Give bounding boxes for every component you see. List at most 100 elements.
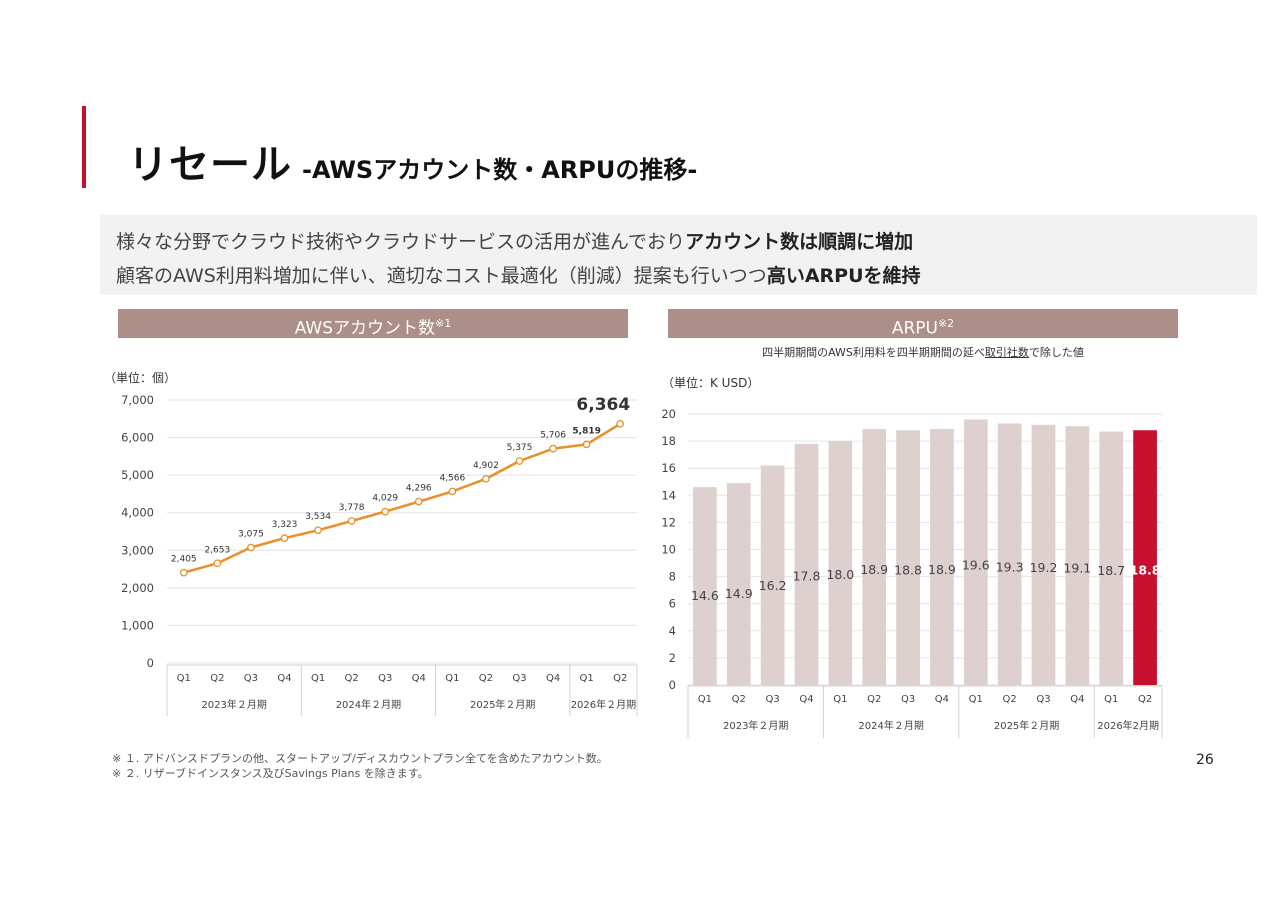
arpu-note-text-2: で除した値 xyxy=(1028,346,1084,359)
arpu-x-tick: Q4 xyxy=(935,694,949,705)
accounts-data-point xyxy=(482,474,490,483)
arpu-data-label: 18.8 xyxy=(1130,562,1161,577)
arpu-x-tick: Q3 xyxy=(901,694,915,705)
arpu-bar xyxy=(1065,426,1090,685)
arpu-bar xyxy=(794,443,819,685)
arpu-y-tick: 0 xyxy=(669,678,676,692)
arpu-bar xyxy=(693,487,717,685)
arpu-x-tick: Q2 xyxy=(732,694,746,705)
arpu-bar xyxy=(930,428,954,685)
accounts-data-point xyxy=(616,420,625,428)
arpu-x-tick: Q4 xyxy=(799,694,813,705)
accounts-y-tick: 4,000 xyxy=(121,506,154,520)
arpu-y-tick: 10 xyxy=(661,543,676,557)
arpu-bar xyxy=(963,419,988,685)
accounts-data-label: 4,902 xyxy=(473,461,499,471)
arpu-bar xyxy=(997,423,1022,685)
accounts-x-tick: Q3 xyxy=(512,673,526,684)
summary-box: 様々な分野でクラウド技術やクラウドサービスの活用が進んでおりアカウント数は順調に… xyxy=(100,215,1257,295)
accounts-x-tick: Q2 xyxy=(613,673,627,684)
arpu-data-label: 18.7 xyxy=(1097,563,1125,578)
summary-line-1-emphasis: アカウント数は順調に増加 xyxy=(685,231,914,253)
accounts-data-point xyxy=(247,543,255,552)
accounts-line-chart: 0 1,000 2,000 3,000 4,000 5,000 6,000 7,000 Q1 Q2… xyxy=(121,393,638,716)
arpu-data-label: 19.2 xyxy=(1030,560,1058,575)
arpu-x-tick: Q3 xyxy=(1036,694,1050,705)
accounts-data-label: 6,364 xyxy=(576,395,630,415)
arpu-y-tick: 14 xyxy=(661,488,676,502)
accounts-data-label: 3,534 xyxy=(305,512,331,522)
accounts-data-label: 2,653 xyxy=(204,545,230,555)
page-number: 26 xyxy=(1196,752,1214,768)
accounts-x-tick: Q4 xyxy=(277,673,291,684)
arpu-x-group-label: 2023年２月期 xyxy=(723,719,788,732)
accounts-x-tick: Q3 xyxy=(378,673,392,684)
arpu-data-label: 18.8 xyxy=(894,562,922,577)
accounts-data-label: 2,405 xyxy=(171,555,197,565)
arpu-y-tick: 8 xyxy=(669,570,676,584)
arpu-data-label: 17.8 xyxy=(793,568,821,583)
accounts-data-label: 3,778 xyxy=(339,503,365,513)
arpu-x-group-label: 2025年２月期 xyxy=(994,719,1059,732)
arpu-data-label: 16.2 xyxy=(759,578,787,593)
arpu-x-tick: Q3 xyxy=(766,694,780,705)
arpu-bar xyxy=(1099,431,1124,685)
accounts-data-point xyxy=(414,497,423,506)
arpu-y-tick: 18 xyxy=(661,434,676,448)
arpu-x-group-label: 2024年２月期 xyxy=(858,719,923,732)
arpu-data-label: 18.9 xyxy=(928,562,956,577)
accounts-data-label: 5,706 xyxy=(540,431,566,441)
accounts-x-group-label: 2025年２月期 xyxy=(470,698,535,711)
arpu-panel-title: ARPU xyxy=(891,318,938,339)
page-title: リセール -AWSアカウント数・ARPUの推移- xyxy=(128,132,697,190)
accounts-x-tick: Q4 xyxy=(546,673,560,684)
accounts-y-tick: 1,000 xyxy=(121,618,154,632)
summary-line-1: 様々な分野でクラウド技術やクラウドサービスの活用が進んでおりアカウント数は順調に… xyxy=(116,227,913,254)
arpu-data-label: 19.6 xyxy=(962,557,990,572)
arpu-panel-footnote-ref: ※2 xyxy=(937,317,955,330)
arpu-bar xyxy=(1133,430,1157,685)
arpu-bar xyxy=(726,483,751,685)
title-accent-bar xyxy=(82,106,86,188)
arpu-y-tick: 20 xyxy=(661,407,676,421)
arpu-y-tick: 4 xyxy=(669,624,676,638)
arpu-x-tick: Q2 xyxy=(1003,694,1017,705)
accounts-x-tick: Q2 xyxy=(345,673,359,684)
accounts-x-tick: Q4 xyxy=(412,673,426,684)
arpu-x-tick: Q1 xyxy=(969,694,983,705)
accounts-x-group-label: 2024年２月期 xyxy=(336,698,401,711)
accounts-data-point xyxy=(515,457,524,465)
accounts-data-point xyxy=(549,444,557,453)
arpu-bar xyxy=(896,430,920,685)
accounts-x-tick: Q1 xyxy=(177,673,191,684)
accounts-data-label: 5,819 xyxy=(572,426,600,436)
accounts-data-point xyxy=(381,507,390,516)
accounts-x-group-label: 2026年２月期 xyxy=(571,698,636,711)
footnote-2: ※ ２. リザーブドインスタンス及びSavings Plans を除きます。 xyxy=(112,767,429,780)
accounts-data-label: 3,323 xyxy=(272,520,298,530)
arpu-data-label: 19.1 xyxy=(1063,561,1091,576)
arpu-x-tick: Q4 xyxy=(1070,694,1084,705)
arpu-y-tick: 2 xyxy=(669,651,676,665)
arpu-definition-note: 四半期期間のAWS利用料を四半期期間の延べ取引社数で除した値 xyxy=(668,344,1178,360)
accounts-y-tick: 7,000 xyxy=(121,393,154,407)
accounts-x-group-label: 2023年２月期 xyxy=(201,698,266,711)
accounts-data-point xyxy=(179,568,188,577)
arpu-data-label: 14.9 xyxy=(725,586,753,601)
summary-line-1-text: 様々な分野でクラウド技術やクラウドサービスの活用が進んでおり xyxy=(116,231,686,253)
accounts-y-tick: 2,000 xyxy=(121,581,154,595)
accounts-series-line xyxy=(183,422,621,574)
arpu-x-tick: Q1 xyxy=(833,694,847,705)
arpu-x-tick: Q1 xyxy=(698,694,712,705)
arpu-bar xyxy=(760,465,785,685)
arpu-bar-chart: 0 2 4 6 8 10 12 14 16 18 20 14.6 14.9 16.2 17.8 18.0 18.… xyxy=(661,407,1163,738)
accounts-data-label: 3,075 xyxy=(238,529,264,539)
accounts-data-point xyxy=(314,526,322,535)
arpu-bar xyxy=(828,441,853,685)
accounts-y-tick: 3,000 xyxy=(121,543,154,557)
accounts-y-tick: 6,000 xyxy=(121,431,154,445)
footnotes: ※ １. アドバンスドプランの他、スタートアップ/ディスカウントプラン全てを含め… xyxy=(112,751,608,781)
arpu-note-text-1: 四半期期間のAWS利用料を四半期期間の延べ xyxy=(762,346,985,359)
accounts-data-label: 5,375 xyxy=(507,443,533,453)
arpu-note-underlined: 取引社数 xyxy=(984,346,1029,359)
